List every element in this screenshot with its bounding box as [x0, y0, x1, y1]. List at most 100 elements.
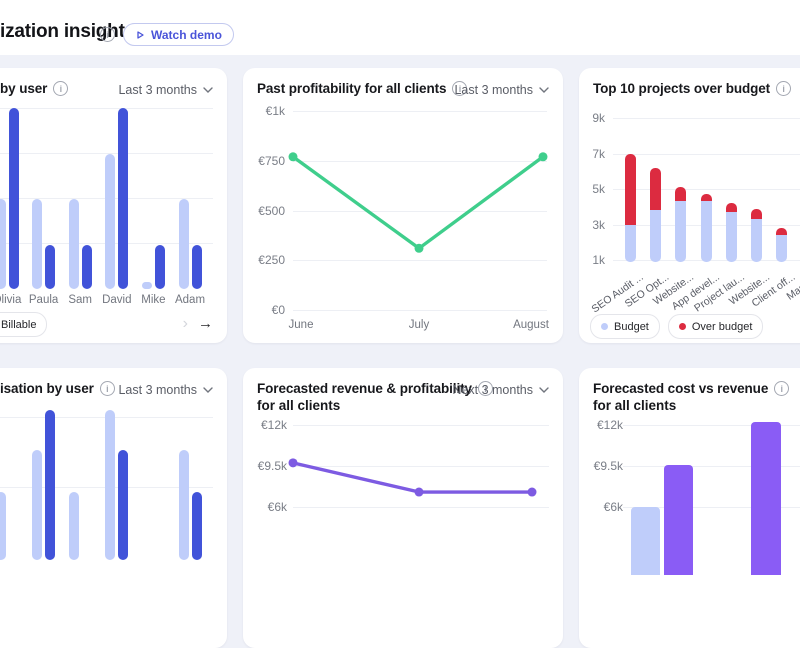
y-axis-tick-label: 3k — [592, 217, 605, 232]
over-budget-dot-icon — [678, 323, 686, 330]
line-series — [288, 152, 548, 253]
gridline — [0, 153, 213, 154]
card-title-line2: for all clients — [593, 398, 677, 413]
y-axis-tick-label: €750 — [258, 153, 285, 168]
info-icon[interactable]: i — [774, 381, 790, 396]
gridline — [613, 189, 800, 190]
info-icon[interactable]: i — [53, 81, 69, 96]
info-icon[interactable]: i — [477, 381, 493, 396]
bar-secondary-2 — [81, 245, 92, 289]
chevron-right-icon[interactable]: › — [182, 315, 188, 332]
x-axis-label: David — [102, 294, 132, 306]
info-icon[interactable]: i — [100, 27, 115, 42]
y-axis-tick-label: €1k — [265, 104, 285, 118]
gridline — [293, 310, 547, 311]
legend-pagination: › → — [183, 312, 213, 335]
period-dropdown[interactable]: Last 3 months — [118, 383, 213, 397]
x-axis-label: Adam — [174, 294, 206, 306]
bar-over-budget-3 — [700, 194, 712, 202]
card-title: isation by user i — [0, 381, 115, 396]
gridline — [293, 425, 549, 426]
card-title-text: Past profitability for all clients — [257, 81, 447, 96]
bar-secondary-3 — [118, 449, 129, 560]
gridline — [293, 160, 547, 162]
bar-budget-2 — [675, 201, 687, 262]
bar-billable-5 — [178, 449, 189, 560]
bar-over-budget-2 — [675, 187, 687, 202]
chevron-down-icon — [539, 387, 549, 393]
card-title-text: Forecasted revenue & profitability — [257, 381, 472, 396]
bar-over-budget-6 — [776, 228, 788, 236]
bar-billable-0 — [0, 199, 6, 289]
watch-demo-button[interactable]: Watch demo — [123, 23, 234, 46]
bar-budget-3 — [700, 201, 712, 262]
chevron-down-icon — [539, 87, 549, 93]
period-label: Next 3 months — [452, 383, 533, 397]
period-label: Last 3 months — [454, 83, 533, 97]
bar-secondary-1 — [45, 409, 56, 560]
bar-over-budget-1 — [650, 167, 662, 211]
period-dropdown[interactable]: Last 3 months — [454, 83, 549, 97]
gridline — [613, 153, 800, 155]
legend-chip-label: Over budget — [691, 320, 753, 333]
bar-budget-4 — [725, 212, 737, 262]
period-dropdown[interactable]: Last 3 months — [118, 83, 213, 97]
info-icon[interactable]: i — [452, 81, 468, 96]
bar-budget-0 — [625, 224, 636, 262]
gridline — [0, 108, 213, 109]
period-dropdown[interactable]: Next 3 months — [452, 383, 549, 397]
legend-chip-budget[interactable]: Budget — [590, 314, 660, 339]
chevron-down-icon — [203, 87, 213, 93]
bar-revenue-0 — [664, 464, 693, 575]
gridline — [623, 466, 800, 468]
data-point — [538, 152, 548, 162]
card-forecasted-revenue-profitability: Forecasted revenue & profitability i for… — [243, 368, 563, 648]
period-label: Last 3 months — [118, 383, 197, 397]
legend-chip-billable[interactable]: Billable — [0, 312, 48, 337]
info-icon[interactable]: i — [99, 381, 115, 396]
x-axis-label: June — [288, 319, 314, 331]
legend-chip-over-budget[interactable]: Over budget — [667, 314, 764, 339]
gridline — [623, 507, 800, 509]
x-axis-label: August — [513, 319, 549, 331]
gridline — [293, 507, 549, 509]
x-axis-label: Paula — [28, 294, 59, 306]
line-series — [288, 458, 537, 497]
data-point — [288, 152, 298, 162]
arrow-right-icon[interactable]: → — [198, 315, 213, 332]
bar-secondary-5 — [191, 245, 202, 289]
card-title-line2: for all clients — [257, 398, 341, 413]
x-axis-label: July — [408, 319, 430, 331]
card-title-text: isation by user — [0, 381, 94, 396]
budget-dot-icon — [601, 323, 608, 330]
bar-budget-1 — [650, 210, 662, 262]
legend-chip-label: Budget — [614, 320, 649, 333]
bar-billable-2 — [68, 199, 79, 289]
gridline — [613, 118, 800, 119]
bar-over-budget-0 — [625, 153, 636, 225]
y-axis-tick-label: €12k — [596, 418, 623, 432]
bar-secondary-5 — [191, 491, 202, 560]
y-axis-tick-label: 9k — [592, 111, 605, 125]
card-title-text: by user — [0, 81, 48, 96]
card-title: Forecasted revenue & profitability i — [257, 381, 493, 396]
watch-demo-label: Watch demo — [151, 27, 222, 42]
play-icon — [137, 30, 144, 39]
y-axis-tick-label: 1k — [592, 253, 605, 267]
chevron-down-icon — [203, 387, 213, 393]
bar-billable-3 — [105, 153, 116, 289]
card-title: Forecasted cost vs revenue i — [593, 381, 790, 396]
bar-budget-5 — [750, 219, 762, 262]
gridline — [293, 260, 547, 262]
card-title: Past profitability for all clients i — [257, 81, 468, 96]
x-axis-label: Olivia — [0, 294, 22, 306]
y-axis-tick-label: €12k — [260, 418, 287, 432]
data-point — [414, 487, 424, 497]
bar-billable-4 — [141, 281, 152, 289]
card-forecasted-cost-vs-revenue: Forecasted cost vs revenue i for all cli… — [579, 368, 800, 648]
bar-billable-0 — [0, 491, 6, 560]
info-icon[interactable]: i — [776, 81, 792, 96]
card-past-profitability: Past profitability for all clients i Las… — [243, 68, 563, 343]
chart-legend: Budget Over budget — [590, 314, 764, 339]
legend-chip-label: Billable — [1, 318, 37, 331]
